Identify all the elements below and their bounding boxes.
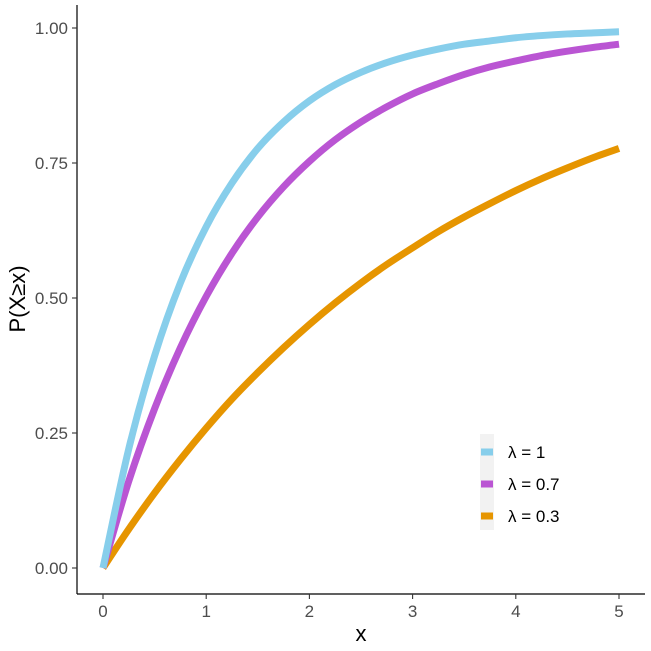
y-tick-label: 1.00 <box>35 19 68 38</box>
y-ticks: 0.00 0.25 0.50 0.75 1.00 <box>35 19 77 578</box>
y-axis-title: P(X≥x) <box>5 265 30 332</box>
x-tick-label: 2 <box>305 602 314 621</box>
legend-label: λ = 0.7 <box>508 475 560 494</box>
series-lines <box>99 28 621 570</box>
x-tick-label: 4 <box>511 602 520 621</box>
x-tick-label: 3 <box>408 602 417 621</box>
x-tick-label: 0 <box>98 602 107 621</box>
series-line-0 <box>99 28 620 569</box>
x-axis-title: x <box>356 621 367 646</box>
plot-panel: 0.00 0.25 0.50 0.75 1.00 0 1 2 3 4 5 <box>35 5 645 621</box>
y-tick-label: 0.50 <box>35 289 68 308</box>
legend-label: λ = 1 <box>508 443 545 462</box>
x-tick-label: 1 <box>201 602 210 621</box>
y-tick-label: 0.75 <box>35 154 68 173</box>
y-tick-label: 0.00 <box>35 559 68 578</box>
series-line-2 <box>100 145 621 570</box>
x-tick-label: 5 <box>614 602 623 621</box>
legend-label: λ = 0.3 <box>508 507 560 526</box>
y-tick-label: 0.25 <box>35 424 68 443</box>
x-ticks: 0 1 2 3 4 5 <box>98 594 624 621</box>
legend: λ = 1 λ = 0.7 λ = 0.3 <box>480 434 560 530</box>
series-line-1 <box>99 40 620 569</box>
